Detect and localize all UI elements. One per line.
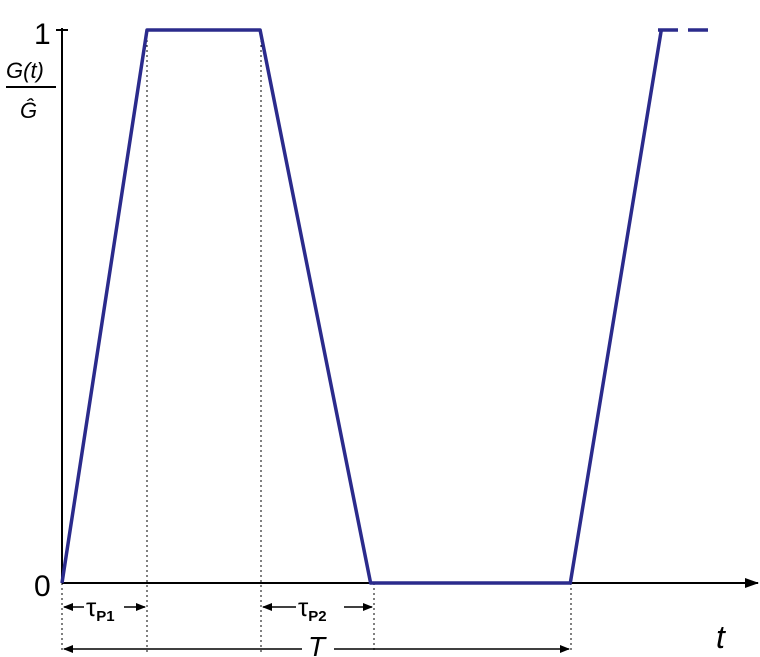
y-tick-label-1: 1 [34,18,51,51]
x-axis-label: t [716,619,726,655]
tau-p1-label: τP1 [86,592,115,625]
waveform-line [60,28,664,585]
guide-lines [61,30,572,652]
y-tick-label-0: 0 [34,570,51,603]
y-label-numerator: G(t) [6,58,44,83]
tau-p2-label: τP2 [298,592,327,625]
period-label: T [308,631,327,657]
y-label-denominator: Ĝ [20,98,37,123]
